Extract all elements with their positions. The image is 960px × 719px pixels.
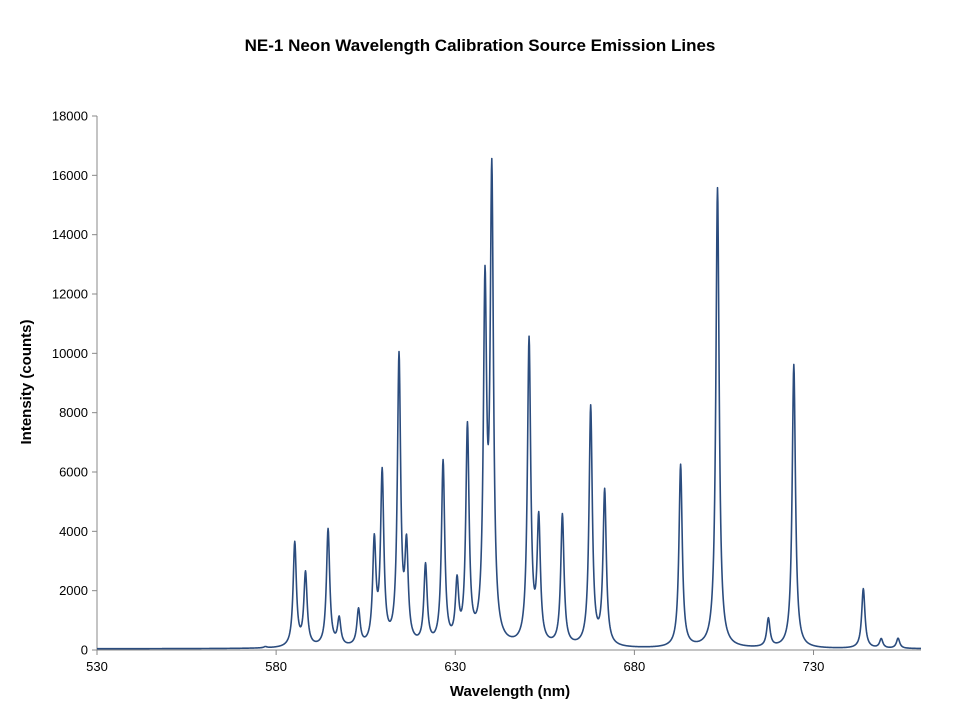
chart-title: NE-1 Neon Wavelength Calibration Source … (245, 36, 716, 55)
x-axis-label: Wavelength (nm) (450, 683, 570, 700)
tick-labels: 0 2000 4000 6000 8000 10000 12000 14000 16000 180… (52, 109, 825, 675)
y-tick-label: 10000 (52, 346, 88, 361)
y-tick-label: 2000 (59, 583, 88, 598)
y-tick-label: 4000 (59, 524, 88, 539)
x-tick-label: 530 (86, 659, 108, 674)
x-tick-label: 580 (265, 659, 287, 674)
y-tick-label: 18000 (52, 109, 88, 124)
y-tick-label: 6000 (59, 465, 88, 480)
series-line (96, 157, 922, 650)
y-tick-label: 16000 (52, 168, 88, 183)
y-tick-label: 8000 (59, 405, 88, 420)
y-tick-label: 0 (81, 643, 88, 658)
x-tick-label: 730 (803, 659, 825, 674)
x-tick-label: 680 (624, 659, 646, 674)
x-tick-label: 630 (444, 659, 466, 674)
y-tick-label: 12000 (52, 287, 88, 302)
y-axis-label: Intensity (counts) (18, 319, 35, 444)
axes (92, 115, 921, 655)
y-tick-label: 14000 (52, 227, 88, 242)
